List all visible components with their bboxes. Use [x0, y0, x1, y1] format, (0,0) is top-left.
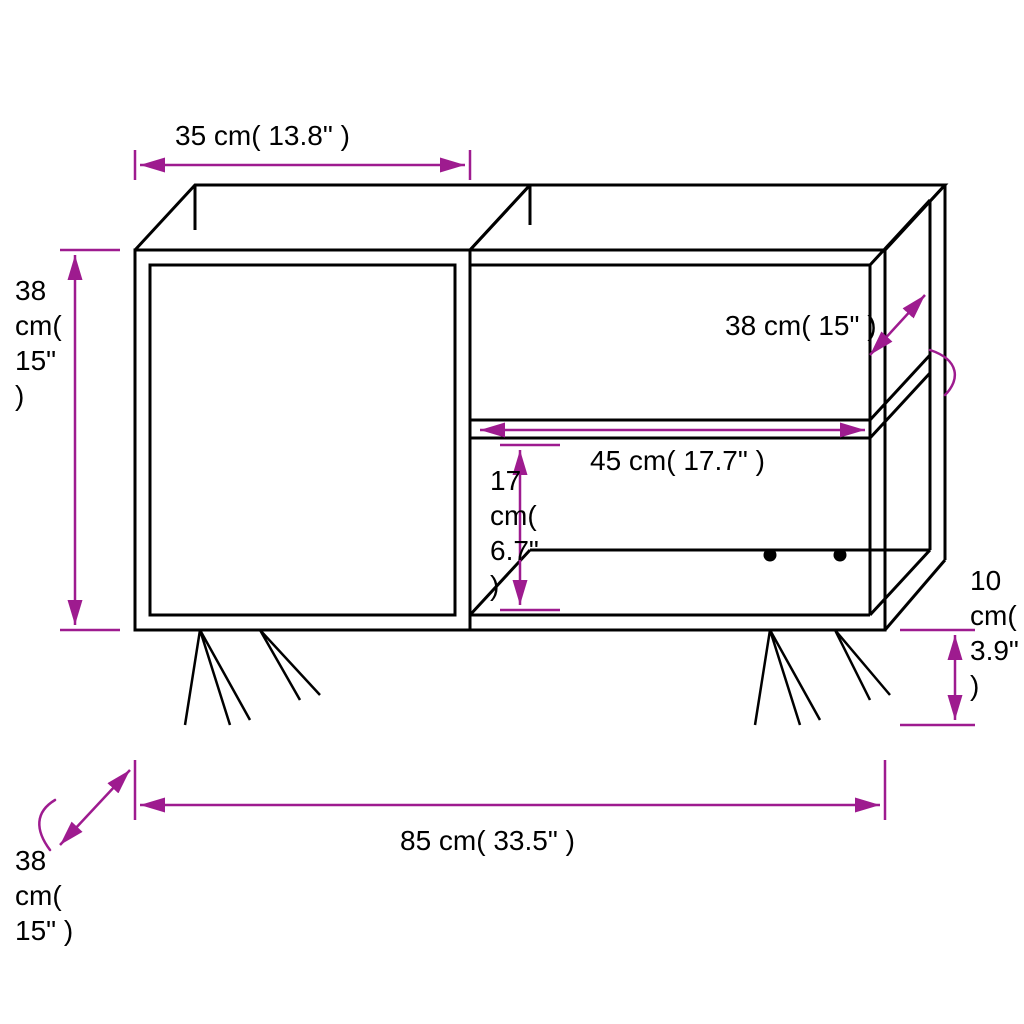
label-left-height-line1: 38 [15, 275, 46, 306]
label-bottom-width: 85 cm( 33.5" ) [400, 825, 575, 856]
label-left-height-line2: cm( [15, 310, 62, 341]
label-bottom-depth-line3: 15" ) [15, 915, 73, 946]
furniture-dimension-diagram: 35 cm( 13.8" ) 38 cm( 15" ) 38 cm( 15" )… [0, 0, 1024, 1024]
label-top-width: 35 cm( 13.8" ) [175, 120, 350, 151]
dimension-labels: 35 cm( 13.8" ) 38 cm( 15" ) 38 cm( 15" )… [15, 120, 1019, 946]
label-leg-height-line2: cm( [970, 600, 1017, 631]
label-leg-height-line1: 10 [970, 565, 1001, 596]
label-shelf-height-line2: cm( [490, 500, 537, 531]
label-shelf-height-line1: 17 [490, 465, 521, 496]
label-left-height-line3: 15" [15, 345, 56, 376]
label-bottom-depth-line2: cm( [15, 880, 62, 911]
label-bottom-depth-line1: 38 [15, 845, 46, 876]
label-shelf-height-line3: 6.7" [490, 535, 539, 566]
label-shelf-height-line4: ) [490, 570, 499, 601]
furniture-outline [135, 185, 945, 725]
label-right-depth: 38 cm( 15" ) [725, 310, 877, 341]
label-leg-height-line3: 3.9" [970, 635, 1019, 666]
label-leg-height-line4: ) [970, 670, 979, 701]
label-shelf-width: 45 cm( 17.7" ) [590, 445, 765, 476]
label-left-height-line4: ) [15, 380, 24, 411]
